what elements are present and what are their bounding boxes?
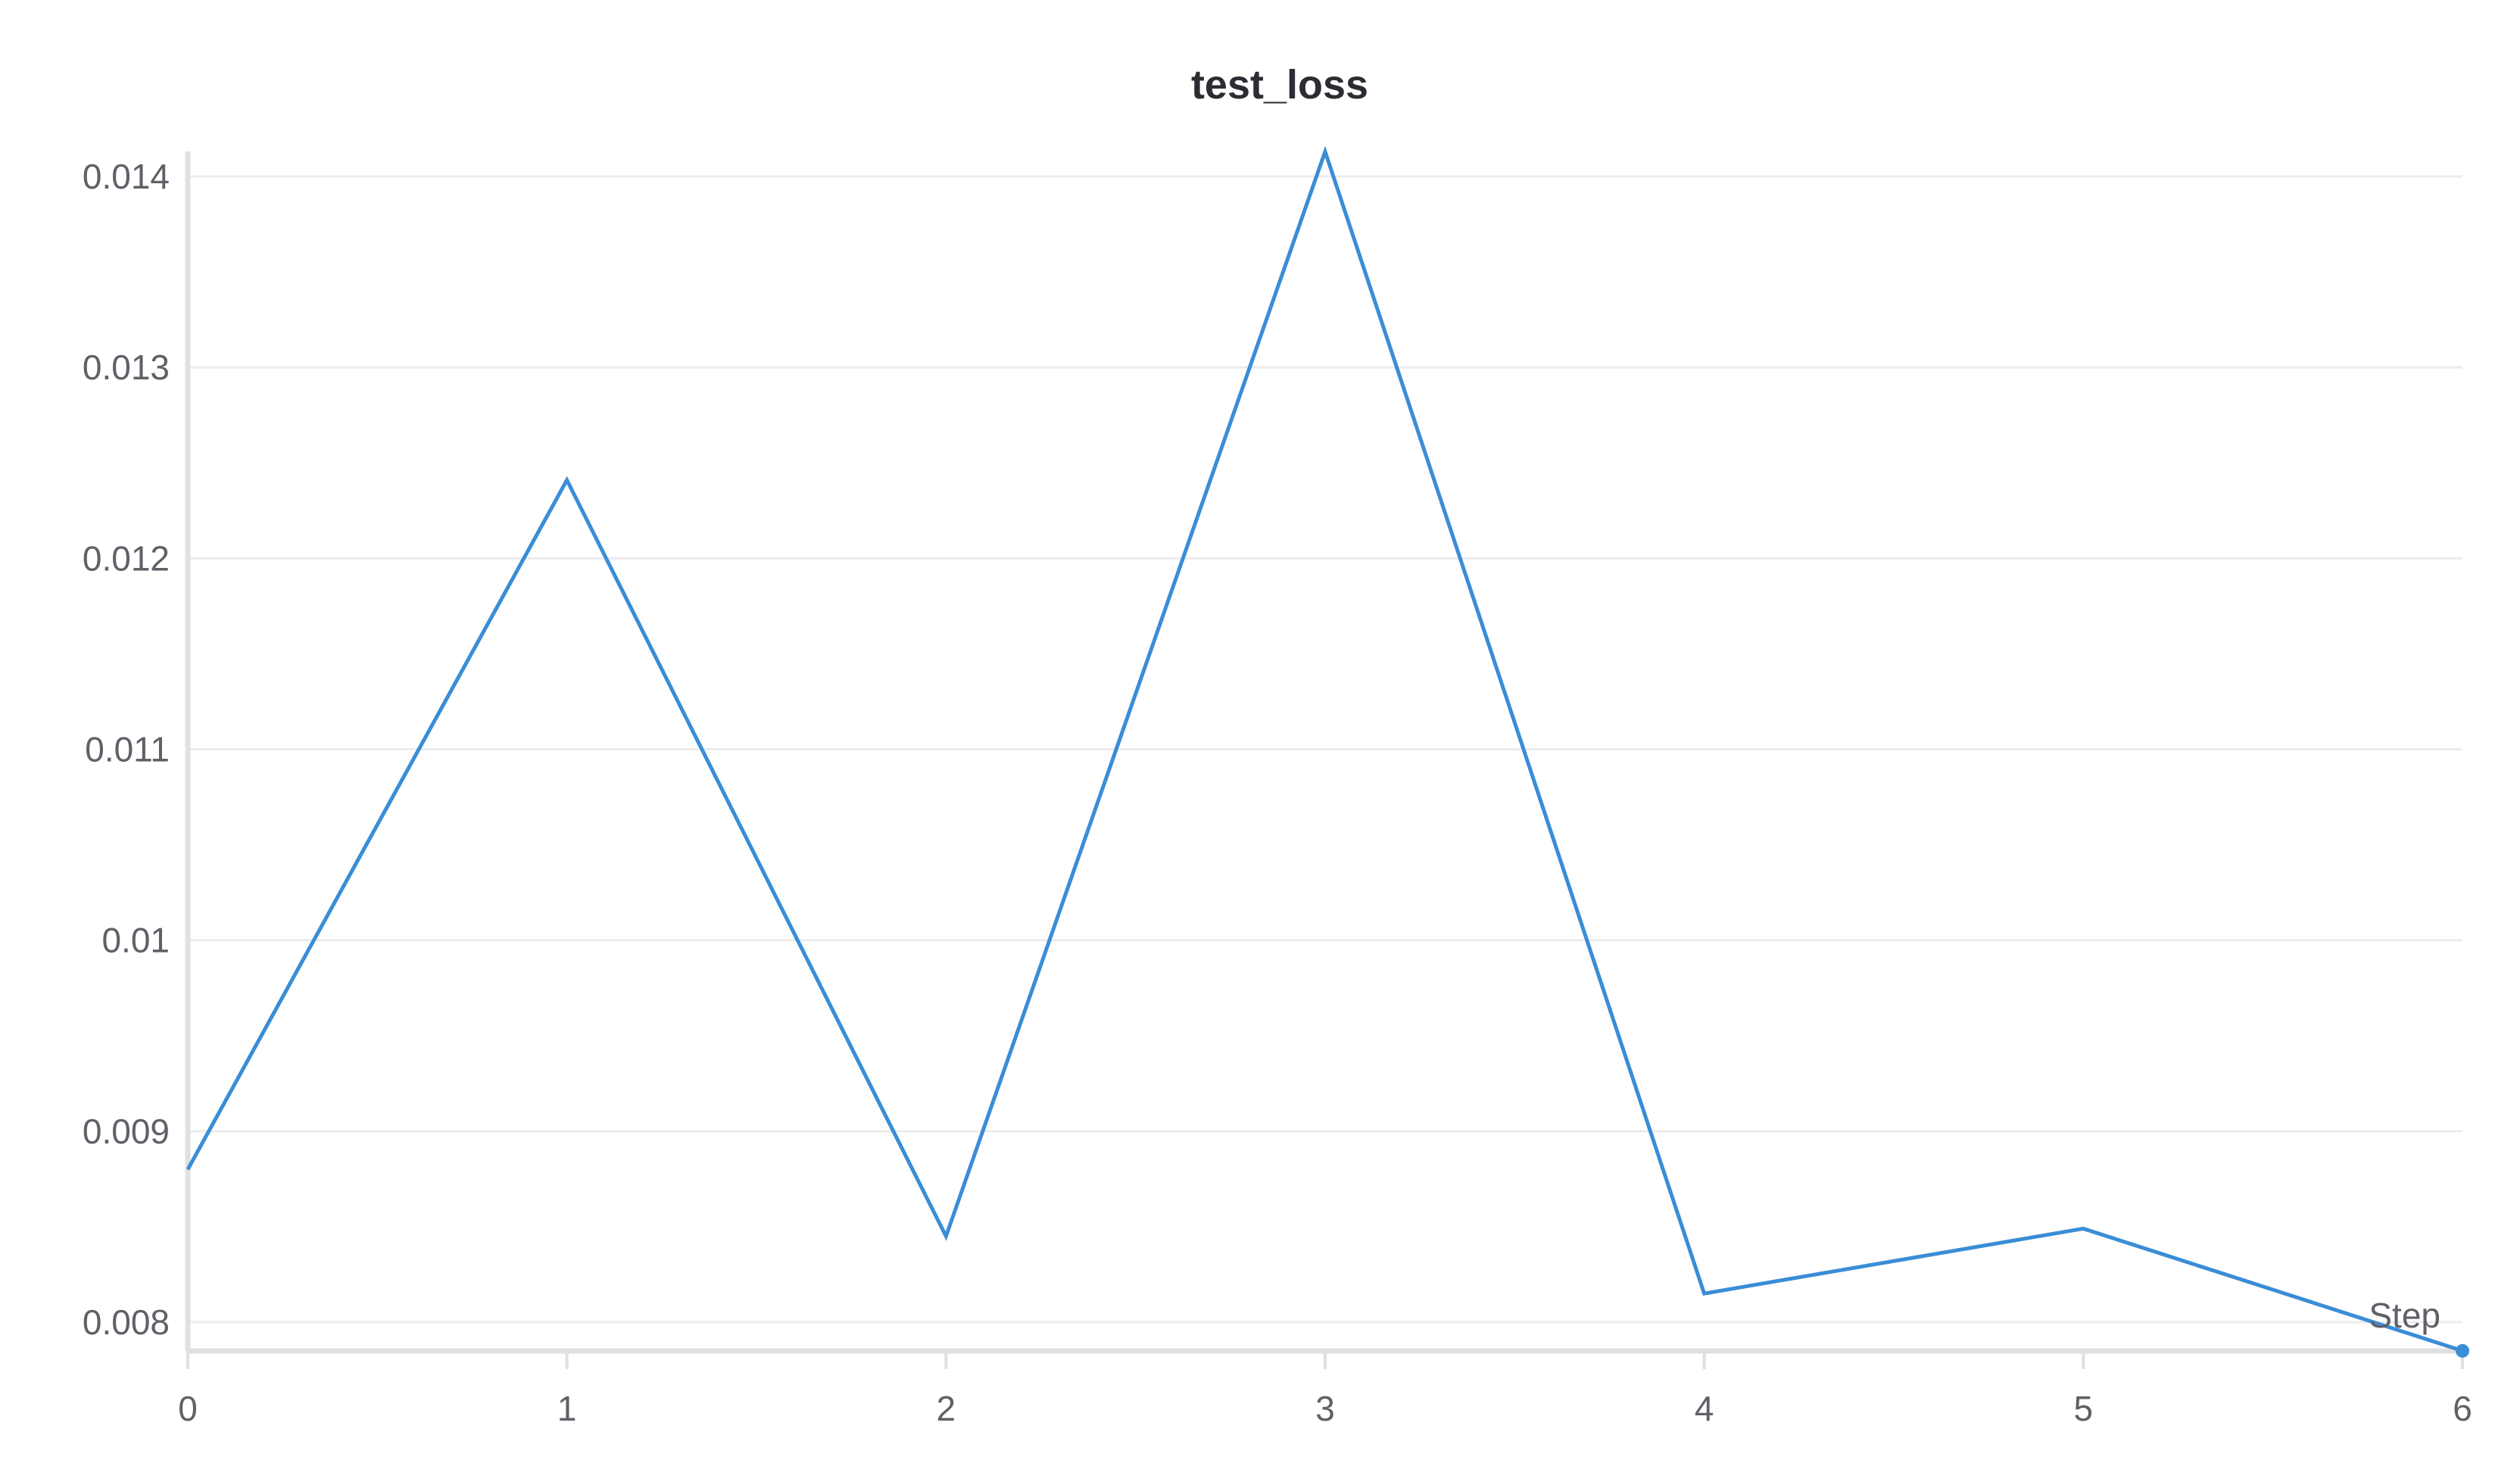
x-tick-label: 1 [557,1389,577,1428]
data-point[interactable] [1323,149,1327,154]
data-point[interactable] [186,1167,190,1171]
series-layer [186,145,2469,1358]
y-axis-ticks: 0.008 0.009 0.01 0.011 0.012 0.013 0.014 [83,157,170,1342]
data-point[interactable] [1702,1291,1707,1296]
x-tick-label: 0 [178,1389,198,1428]
y-tick-label: 0.012 [83,538,170,578]
x-tick-label: 3 [1315,1389,1335,1428]
data-point[interactable] [2081,1226,2085,1231]
data-point[interactable] [2456,1343,2469,1358]
x-tick-label: 4 [1695,1389,1714,1428]
x-tick-label: 2 [937,1389,956,1428]
axes [185,151,2462,1354]
series-line-0[interactable] [186,145,2463,1353]
x-tick-label: 5 [2074,1389,2094,1428]
y-tick-label: 0.014 [83,157,170,196]
y-tick-label: 0.008 [83,1302,170,1342]
chart-title: test_loss [1191,62,1368,108]
y-tick-label: 0.009 [83,1112,170,1151]
x-axis-ticks: 0 1 2 3 4 5 6 [178,1351,2472,1428]
grid-lines [188,175,2462,1324]
y-tick-label: 0.013 [83,348,170,387]
y-tick-label: 0.011 [85,730,170,769]
y-tick-label: 0.01 [101,921,170,960]
data-point[interactable] [943,1234,948,1239]
x-tick-label: 6 [2453,1389,2472,1428]
data-point[interactable] [565,478,569,482]
x-axis-label: Step [2369,1296,2440,1335]
